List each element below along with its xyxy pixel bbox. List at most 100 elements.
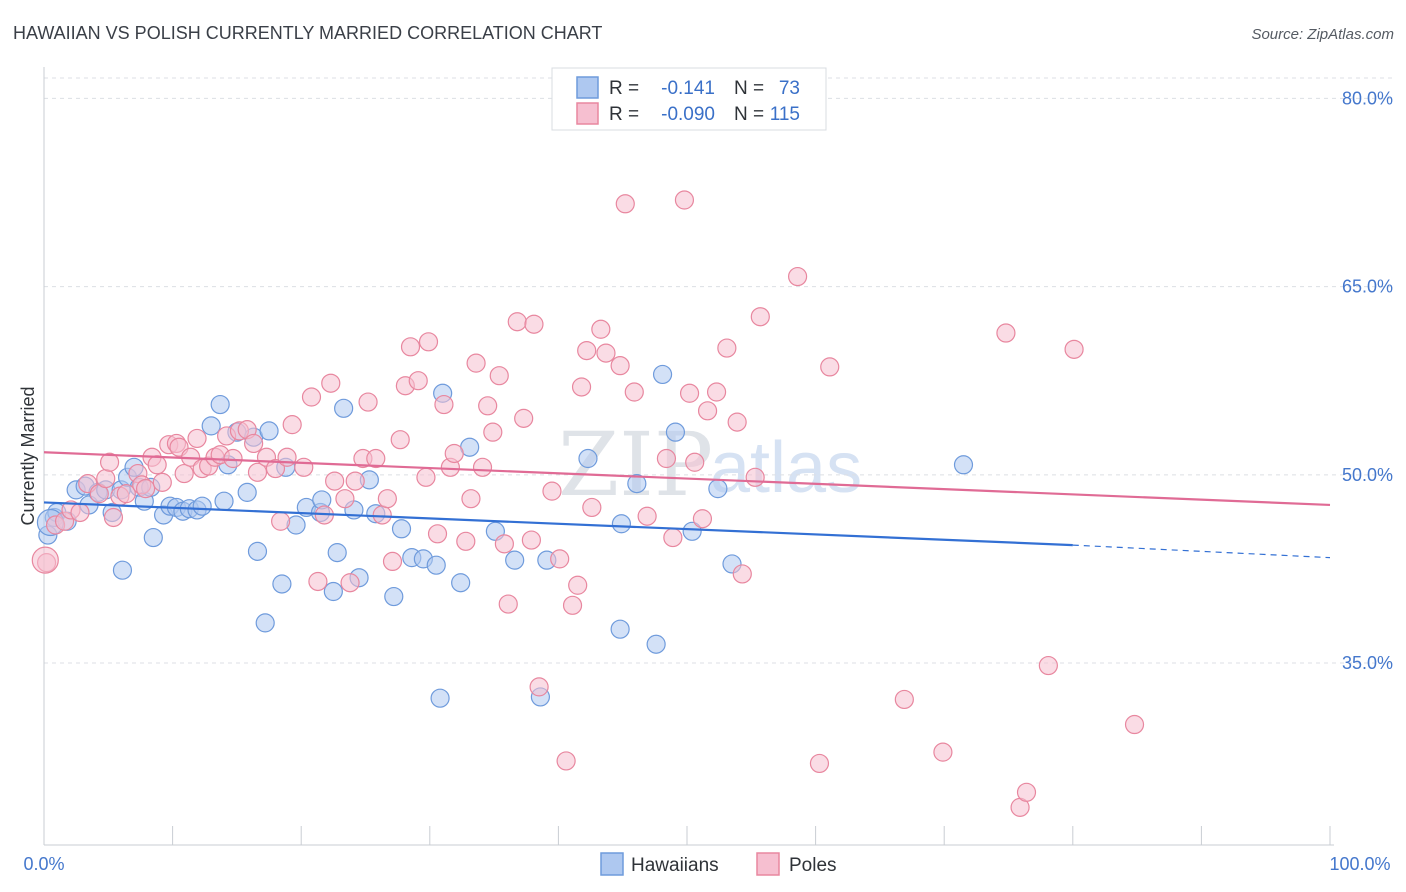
pole-point-101 bbox=[706, 382, 727, 402]
hawaiian-point-65 bbox=[646, 634, 666, 654]
hawaiian-point-66 bbox=[652, 364, 673, 385]
pole-point-7 bbox=[96, 468, 116, 489]
legend-swatch-poles bbox=[756, 852, 780, 876]
pole-point-35 bbox=[265, 458, 286, 479]
stats-swatch-hawaiians bbox=[576, 76, 599, 99]
pole-point-87 bbox=[596, 343, 616, 363]
pole-point-92 bbox=[637, 506, 657, 526]
pole-point-32 bbox=[244, 433, 264, 454]
hawaiian-point-71 bbox=[953, 455, 974, 475]
hawaiian-point-49 bbox=[391, 519, 412, 539]
x-tick-label-min: 0.0% bbox=[23, 854, 64, 874]
pole-point-110 bbox=[894, 689, 914, 710]
hawaiian-point-61 bbox=[578, 448, 598, 469]
hawaiian-point-68 bbox=[682, 521, 702, 541]
pole-point-79 bbox=[550, 549, 570, 569]
pole-point-63 bbox=[444, 443, 464, 464]
pole-point-56 bbox=[400, 337, 421, 357]
pole-point-11 bbox=[116, 484, 136, 504]
stats-r-label-poles: R = bbox=[609, 104, 639, 125]
pole-point-114 bbox=[996, 323, 1016, 343]
legend-label-poles: Poles bbox=[789, 855, 837, 876]
pole-point-44 bbox=[325, 471, 345, 491]
hawaiian-point-26 bbox=[210, 394, 230, 415]
stats-n-value-hawaiians: 73 bbox=[779, 78, 800, 99]
pole-point-49 bbox=[358, 392, 378, 412]
y-tick-label-1: 65.0% bbox=[1342, 277, 1393, 297]
hawaiian-point-27 bbox=[214, 491, 234, 511]
pole-point-39 bbox=[294, 457, 314, 477]
pole-point-40 bbox=[301, 387, 322, 407]
gridlines bbox=[44, 77, 1393, 664]
hawaiian-point-33 bbox=[255, 613, 275, 633]
pole-point-108 bbox=[809, 753, 830, 774]
pole-point-23 bbox=[187, 428, 207, 449]
pole-point-46 bbox=[340, 573, 360, 593]
hawaiian-point-64 bbox=[627, 474, 647, 494]
hawaiian-point-55 bbox=[451, 573, 471, 593]
stats-n-label-poles: N = bbox=[734, 104, 764, 125]
pole-point-47 bbox=[345, 471, 365, 491]
hawaiian-point-35 bbox=[272, 574, 292, 594]
pole-point-54 bbox=[390, 430, 410, 450]
pole-point-109 bbox=[820, 357, 840, 377]
pole-point-78 bbox=[542, 481, 562, 501]
pole-point-95 bbox=[663, 527, 683, 548]
hawaiian-point-41 bbox=[323, 581, 343, 602]
pole-point-116 bbox=[1064, 339, 1084, 359]
stats-n-value-poles: 115 bbox=[770, 104, 800, 125]
pole-point-33 bbox=[247, 462, 268, 482]
pole-point-107 bbox=[787, 266, 808, 287]
pole-point-60 bbox=[427, 524, 448, 544]
pole-point-82 bbox=[568, 575, 588, 595]
chart-source: Source: ZipAtlas.com bbox=[1251, 26, 1394, 43]
axes bbox=[43, 67, 1334, 846]
hawaiian-point-58 bbox=[505, 550, 525, 570]
stats-legend: R = -0.141 N = 73 R = -0.090 N = 115 bbox=[551, 67, 827, 131]
hawaiian-point-34 bbox=[259, 421, 279, 441]
pole-point-64 bbox=[456, 531, 476, 551]
stats-n-label-hawaiians: N = bbox=[734, 78, 764, 99]
trend-lines bbox=[43, 451, 1331, 559]
pole-point-74 bbox=[514, 408, 534, 428]
pole-point-75 bbox=[521, 530, 541, 550]
x-tick-label-max: 100.0% bbox=[1329, 854, 1390, 874]
pole-point-84 bbox=[577, 340, 597, 361]
pole-point-69 bbox=[483, 422, 503, 442]
pole-point-99 bbox=[692, 509, 713, 529]
pole-point-98 bbox=[685, 452, 705, 472]
pole-point-118 bbox=[31, 546, 59, 574]
pole-point-103 bbox=[727, 412, 747, 432]
pole-point-97 bbox=[679, 383, 700, 403]
pole-point-41 bbox=[308, 571, 328, 592]
pole-point-17 bbox=[152, 472, 172, 492]
watermark-atlas: atlas bbox=[710, 428, 862, 508]
pole-point-104 bbox=[732, 564, 752, 584]
pole-point-88 bbox=[610, 356, 630, 376]
hawaiian-point-69 bbox=[708, 479, 728, 499]
watermark: ZIP atlas bbox=[558, 413, 862, 516]
series-poles-points bbox=[31, 83, 1145, 817]
pole-point-102 bbox=[717, 338, 737, 358]
pole-point-77 bbox=[529, 677, 549, 697]
y-tick-labels: 80.0% 65.0% 50.0% 35.0% bbox=[1342, 88, 1393, 673]
hawaiian-point-42 bbox=[327, 543, 347, 563]
hawaiian-point-52 bbox=[426, 555, 446, 575]
pole-point-52 bbox=[377, 489, 397, 509]
pole-point-16 bbox=[147, 455, 167, 475]
pole-point-43 bbox=[321, 373, 341, 393]
pole-point-81 bbox=[562, 595, 583, 615]
y-tick-label-0: 80.0% bbox=[1342, 88, 1393, 108]
hawaiian-point-30 bbox=[237, 482, 257, 502]
pole-point-9 bbox=[103, 507, 124, 528]
stats-swatch-poles bbox=[576, 102, 599, 125]
pole-point-61 bbox=[434, 394, 454, 415]
pole-point-68 bbox=[478, 396, 498, 416]
pole-point-29 bbox=[223, 448, 243, 469]
pole-point-50 bbox=[366, 448, 386, 469]
pole-point-115 bbox=[1038, 655, 1058, 676]
pole-point-45 bbox=[335, 489, 355, 509]
pole-point-106 bbox=[745, 467, 765, 487]
hawaiian-point-32 bbox=[247, 541, 268, 561]
